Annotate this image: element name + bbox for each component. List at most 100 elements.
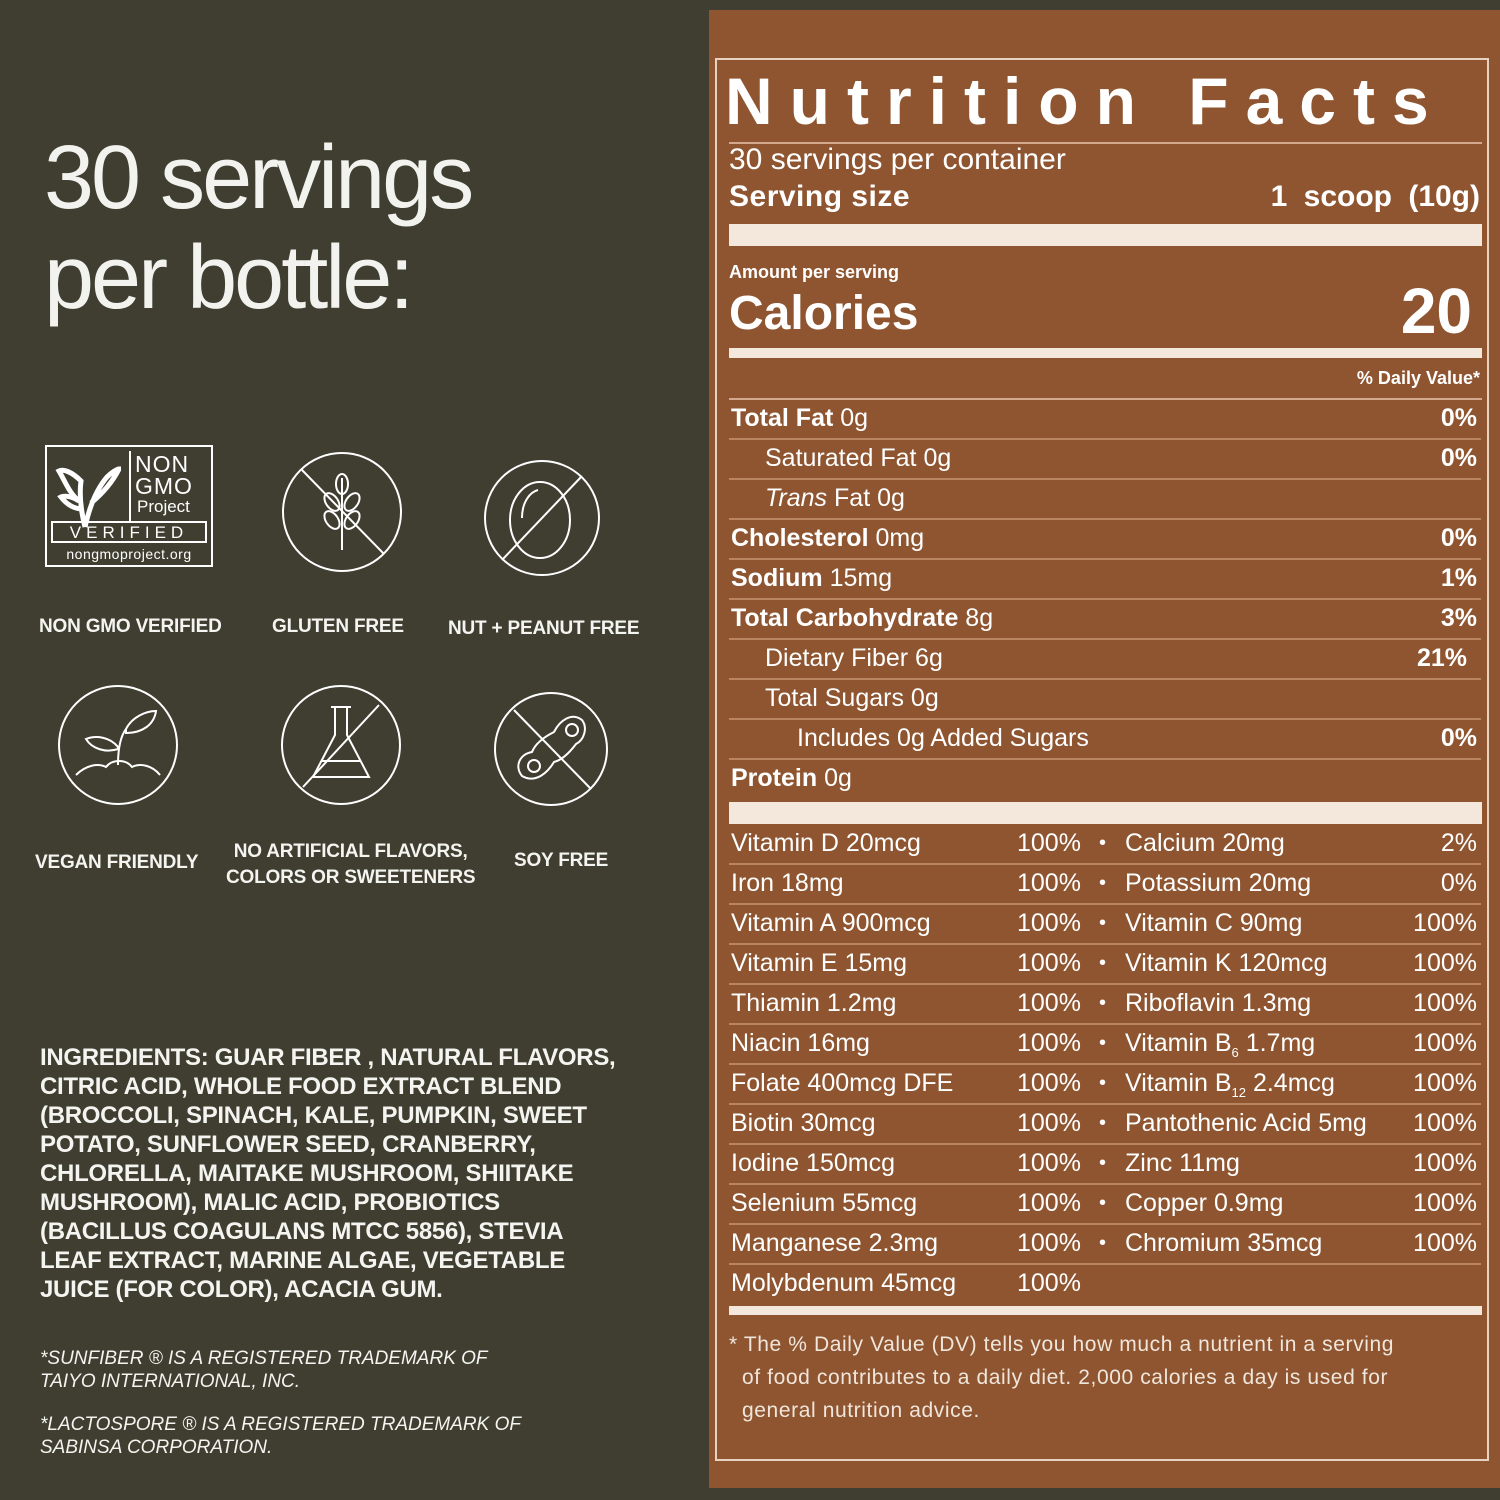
nutrient-dv: 21%	[1416, 644, 1467, 672]
vitamin-amount: 1.7mg	[1238, 1029, 1316, 1057]
vitamin-name: Riboflavin 1.3mg	[1125, 989, 1311, 1018]
vitamin-name-text: Calcium 20mg	[1125, 829, 1285, 857]
footnote-line: * The % Daily Value (DV) tells you how m…	[729, 1333, 1395, 1356]
bullet-separator: •	[1099, 912, 1107, 934]
nutrient-name: Total Sugars	[765, 684, 904, 712]
vitamin-row: Iodine 150mcg 100% • Zinc 11mg 100%	[729, 1145, 1481, 1185]
vitamin-dv: 100%	[1017, 869, 1081, 897]
non-gmo-logo: NON GMO Project VERIFIED nongmoproject.o…	[45, 445, 213, 567]
vitamin-row: Niacin 16mg 100% • Vitamin B6 1.7mg 100%	[729, 1025, 1481, 1065]
vitamin-amount: 2.4mcg	[1246, 1069, 1335, 1097]
serving-size-label: Serving size	[729, 180, 911, 213]
nutrient-row: Total Sugars 0g	[729, 680, 1481, 720]
nutrient-row: Total Carbohydrate 8g 3%	[729, 600, 1481, 640]
nutrient-amount: 0g	[824, 764, 852, 792]
vitamin-dv: 0%	[1440, 869, 1477, 897]
vitamin-name: Pantothenic Acid 5mg	[1125, 1109, 1367, 1138]
nutrient-row: Saturated Fat 0g 0%	[729, 440, 1481, 480]
vitamin-name: Copper 0.9mg	[1125, 1189, 1283, 1218]
bullet-separator: •	[1099, 1152, 1107, 1174]
non-gmo-verified-text: VERIFIED	[51, 521, 207, 543]
vitamin-name-text: Vitamin C 90mg	[1125, 909, 1303, 937]
vitamin-row: Thiamin 1.2mg 100% • Riboflavin 1.3mg 100%	[729, 985, 1481, 1025]
nutrient-amount: 8g	[965, 604, 994, 632]
non-gmo-url-text: nongmoproject.org	[66, 546, 192, 562]
vitamin-name: Vitamin B6 1.7mg	[1125, 1029, 1315, 1060]
nutrient-row: Dietary Fiber 6g 21%	[729, 640, 1481, 680]
calories-label: Calories	[729, 287, 919, 340]
vitamin-name-text: Copper 0.9mg	[1125, 1189, 1284, 1217]
vitamin-dv: 100%	[1413, 1149, 1477, 1177]
nutrient-amount: 0g	[840, 404, 869, 432]
vitamin-dv: 100%	[1413, 1229, 1477, 1257]
ingredients-line: INGREDIENTS: GUAR FIBER , NATURAL FLAVOR…	[40, 1044, 616, 1071]
vitamin-row: Biotin 30mcg 100% • Pantothenic Acid 5mg 100…	[729, 1105, 1481, 1145]
nutrient-name: Includes 0g Added Sugars	[797, 724, 1089, 752]
nutrient-row: Includes 0g Added Sugars 0%	[729, 720, 1481, 760]
nutrient-name: Total Carbohydrate	[731, 604, 959, 632]
vitamin-name: Biotin 30mcg	[731, 1109, 876, 1137]
nutrition-panel: Nutrition Facts 30 servings per containe…	[709, 10, 1500, 1488]
vitamin-subscript: 12	[1231, 1085, 1246, 1100]
vitamin-dv: 100%	[1413, 989, 1477, 1017]
trademark-line: *LACTOSPORE ® IS A REGISTERED TRADEMARK …	[40, 1414, 521, 1435]
nutrient-name: Sodium	[731, 564, 823, 592]
vitamin-name: Selenium 55mcg	[731, 1189, 918, 1217]
nutrition-facts-label	[715, 58, 1489, 1461]
vitamin-name: Folate 400mcg DFE	[731, 1069, 954, 1097]
nutrient-row: Cholesterol 0mg 0%	[729, 520, 1481, 560]
vitamin-name: Iodine 150mcg	[731, 1149, 896, 1177]
servings-per-container: 30 servings per container	[729, 143, 1066, 176]
vitamin-dv: 100%	[1413, 1189, 1477, 1217]
nutrition-facts-title: Nutrition Facts	[725, 64, 1446, 138]
nut-crossed-icon	[484, 460, 600, 576]
nutrient-row: Trans Fat 0g	[729, 480, 1481, 520]
bullet-separator: •	[1099, 832, 1107, 854]
vitamin-dv: 100%	[1017, 909, 1081, 937]
bullet-separator: •	[1099, 1032, 1107, 1054]
nutrient-dv: 0%	[1440, 524, 1477, 552]
footnote-line: of food contributes to a daily diet. 2,0…	[742, 1366, 1389, 1389]
nutrient-row: Total Fat 0g 0%	[729, 400, 1481, 440]
nutrient-dv: 1%	[1440, 564, 1477, 592]
vitamin-dv: 100%	[1413, 909, 1477, 937]
ingredients-line: JUICE (FOR COLOR), ACACIA GUM.	[40, 1276, 443, 1303]
gluten-free-label: GLUTEN FREE	[272, 616, 404, 637]
bullet-separator: •	[1099, 952, 1107, 974]
daily-value-footnote: * The % Daily Value (DV) tells you how m…	[729, 1328, 1469, 1427]
vitamin-subscript: 6	[1231, 1045, 1239, 1060]
amount-per-serving: Amount per serving	[729, 262, 900, 282]
soy-free-label: SOY FREE	[514, 850, 609, 871]
nutrient-dv: 0%	[1440, 404, 1477, 432]
ingredients-line: LEAF EXTRACT, MARINE ALGAE, VEGETABLE	[40, 1247, 565, 1274]
vitamin-dv: 100%	[1017, 1029, 1081, 1057]
vitamin-dv: 100%	[1017, 1149, 1081, 1177]
no-artificial-label-line2: COLORS OR SWEETENERS	[226, 867, 476, 888]
sprout-icon	[58, 685, 178, 805]
vitamin-name: Manganese 2.3mg	[731, 1229, 939, 1257]
vitamin-row: Vitamin A 900mcg 100% • Vitamin C 90mg 100%	[729, 905, 1481, 945]
vitamin-name: Calcium 20mg	[1125, 829, 1285, 858]
vitamin-dv: 100%	[1017, 949, 1081, 977]
vitamin-name-text: Pantothenic Acid 5mg	[1125, 1109, 1367, 1137]
daily-value-header: % Daily Value*	[1356, 368, 1480, 388]
nutrient-row: Sodium 15mg 1%	[729, 560, 1481, 600]
vitamin-name: Vitamin E 15mg	[731, 949, 908, 977]
trademark-line: TAIYO INTERNATIONAL, INC.	[40, 1371, 301, 1392]
vitamin-dv: 100%	[1017, 1189, 1081, 1217]
nutrient-amount: 6g	[915, 644, 943, 672]
no-artificial-label-line1: NO ARTIFICIAL FLAVORS,	[233, 841, 468, 862]
vitamin-dv: 100%	[1017, 829, 1081, 857]
headline-line2: per bottle:	[44, 228, 414, 328]
soybean-crossed-icon	[494, 692, 608, 806]
vitamin-name-text: Riboflavin 1.3mg	[1125, 989, 1312, 1017]
non-gmo-gmo-text: GMO	[135, 473, 193, 499]
vitamin-dv: 100%	[1413, 949, 1477, 977]
vitamin-name: Iron 18mg	[731, 869, 844, 897]
nutrient-dv: 3%	[1440, 604, 1477, 632]
vitamin-row: Vitamin D 20mcg 100% • Calcium 20mg 2%	[729, 825, 1481, 865]
vitamin-name: Chromium 35mcg	[1125, 1229, 1322, 1258]
vitamin-row: Selenium 55mcg 100% • Copper 0.9mg 100%	[729, 1185, 1481, 1225]
vitamin-name: Potassium 20mg	[1125, 869, 1311, 898]
vitamin-dv: 2%	[1440, 829, 1477, 857]
